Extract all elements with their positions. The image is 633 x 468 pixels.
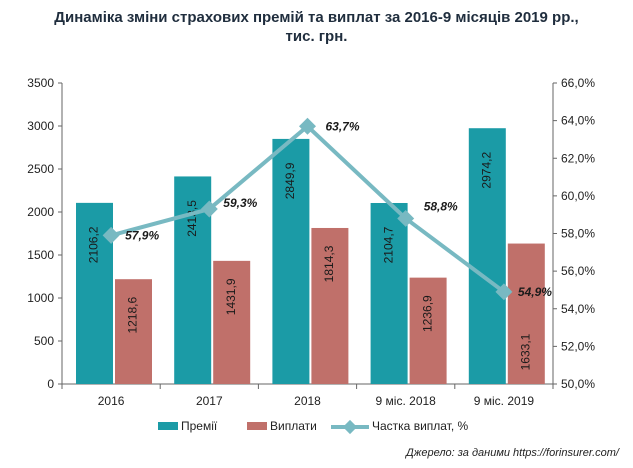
data-label-premiums: 2974,2: [479, 152, 493, 189]
share-point: [495, 283, 513, 301]
y-right-tick-label: 52,0%: [561, 339, 595, 353]
y-right-tick-label: 66,0%: [561, 76, 595, 90]
y-left-tick-label: 1500: [27, 248, 54, 262]
data-label-share: 59,3%: [223, 196, 257, 210]
data-label-premiums: 2106,2: [87, 226, 101, 263]
y-right-tick-label: 54,0%: [561, 302, 595, 316]
share-point: [102, 226, 120, 244]
data-label-premiums: 2849,9: [283, 162, 297, 199]
share-point: [200, 200, 218, 218]
chart-title-line-2: тис. грн.: [285, 28, 348, 45]
y-right-tick-label: 64,0%: [561, 114, 595, 128]
data-label-premiums: 2104,7: [381, 226, 395, 263]
x-tick-label: 2017: [196, 394, 223, 408]
y-left-tick-label: 3500: [27, 76, 54, 90]
y-right-tick-label: 62,0%: [561, 151, 595, 165]
legend-label-payouts: Виплати: [270, 419, 317, 433]
data-label-share: 63,7%: [326, 119, 360, 133]
legend-swatch-payouts: [247, 422, 267, 430]
share-point: [299, 117, 316, 135]
data-label-payouts: 1633,1: [518, 333, 532, 370]
data-label-premiums: 2413,5: [185, 200, 199, 237]
x-tick-label: 2018: [294, 394, 321, 408]
data-label-share: 57,9%: [125, 228, 159, 242]
bar-payouts: [409, 277, 447, 384]
legend-marker-share: [342, 419, 358, 435]
data-label-payouts: 1814,3: [322, 245, 336, 282]
legend-swatch-premiums: [158, 422, 178, 430]
data-label-payouts: 1218,6: [126, 297, 140, 334]
y-left-tick-label: 1000: [27, 291, 54, 305]
y-left-tick-label: 0: [47, 377, 54, 391]
x-tick-label: 2016: [98, 394, 125, 408]
data-label-share: 54,9%: [518, 285, 552, 299]
x-tick-label: 9 міс. 2019: [474, 394, 535, 408]
y-left-tick-label: 3000: [27, 119, 54, 133]
bar-premiums: [468, 128, 506, 384]
y-right-tick-label: 60,0%: [561, 189, 595, 203]
source-note: Джерело: за даними https://forinsurer.co…: [406, 447, 619, 459]
bar-premiums: [370, 202, 408, 384]
chart-title: Динаміка зміни страхових премій та випла…: [0, 8, 633, 46]
bar-payouts: [115, 279, 152, 384]
x-tick-label: 9 міс. 2018: [376, 394, 437, 408]
y-right-tick-label: 56,0%: [561, 264, 595, 278]
y-right-tick-label: 50,0%: [561, 377, 595, 391]
bar-payouts: [507, 243, 545, 384]
y-left-tick-label: 500: [34, 334, 54, 348]
share-point: [397, 209, 415, 227]
y-right-tick-label: 58,0%: [561, 227, 595, 241]
bar-payouts: [213, 260, 251, 384]
legend-label-share: Частка виплат, %: [372, 419, 469, 433]
data-label-payouts: 1236,9: [420, 295, 434, 332]
bar-payouts: [311, 227, 349, 384]
y-left-tick-label: 2000: [27, 205, 54, 219]
legend-label-premiums: Премії: [181, 419, 218, 433]
chart-title-line-1: Динаміка зміни страхових премій та випла…: [54, 9, 579, 26]
y-left-tick-label: 2500: [27, 162, 54, 176]
bar-premiums: [272, 138, 310, 384]
data-label-payouts: 1431,9: [224, 278, 238, 315]
data-label-share: 58,8%: [424, 199, 458, 213]
